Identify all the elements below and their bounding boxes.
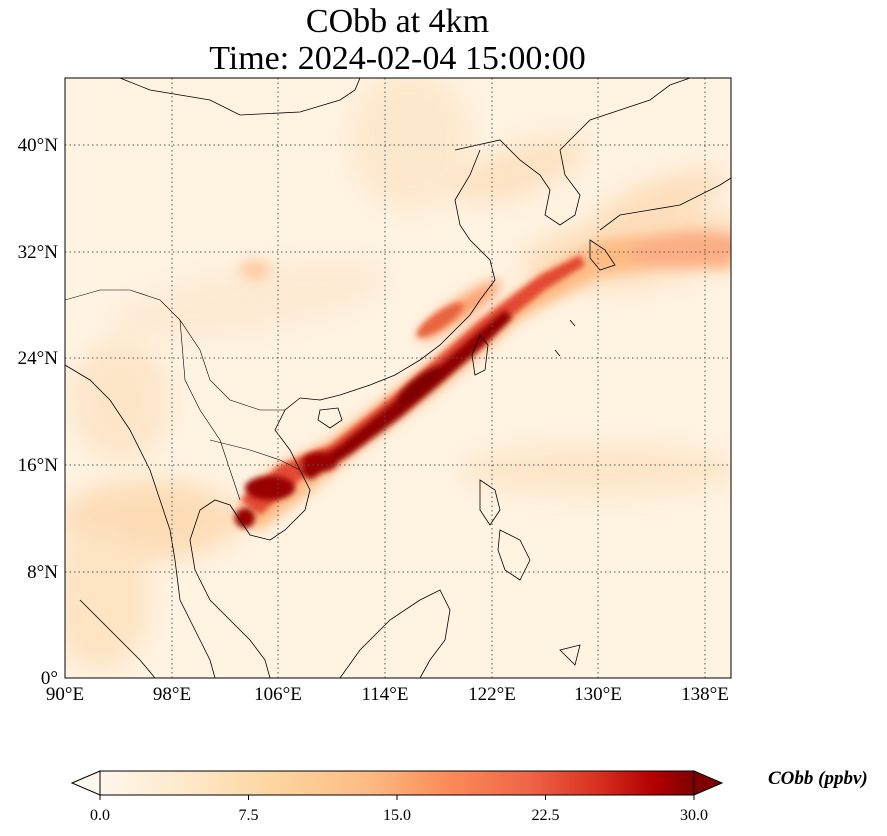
latitude-ticks: 0° 8°N 16°N 24°N 32°N 40°N [18,135,59,689]
colorbar-tick: 30.0 [680,807,708,824]
colorbar-gradient [99,770,695,796]
lat-tick: 32°N [18,242,59,263]
lon-tick: 106°E [254,684,302,705]
lat-tick: 24°N [18,348,59,369]
colorbar-extend-max [693,770,724,796]
coastlines [65,78,731,678]
map-title-line-2: Time: 2024-02-04 15:00:00 [209,40,586,77]
colorbar-tick: 22.5 [532,807,560,824]
colorbar-tick: 0.0 [90,807,110,824]
colorbar: 0.0 7.5 15.0 22.5 30.0 [70,770,724,824]
gridlines [65,78,731,678]
colorbar-label: CObb (ppbv) [768,768,868,789]
lat-tick: 0° [41,668,58,689]
lon-tick: 114°E [362,684,409,705]
concentration-field [65,78,731,678]
lon-tick: 98°E [153,684,191,705]
map-title-line-1: CObb at 4km [305,3,490,40]
colorbar-tick: 7.5 [239,807,259,824]
lat-tick: 40°N [18,135,59,156]
colorbar-tick: 15.0 [383,807,411,824]
colorbar-extend-min [70,770,101,796]
lon-tick: 138°E [681,684,729,705]
lat-tick: 8°N [27,562,58,583]
lon-tick: 122°E [468,684,516,705]
longitude-ticks: 90°E 98°E 106°E 114°E 122°E 130°E 138°E [46,684,729,705]
lon-tick: 130°E [574,684,622,705]
lat-tick: 16°N [18,455,59,476]
plot-frame [64,77,732,679]
lon-tick: 90°E [46,684,84,705]
